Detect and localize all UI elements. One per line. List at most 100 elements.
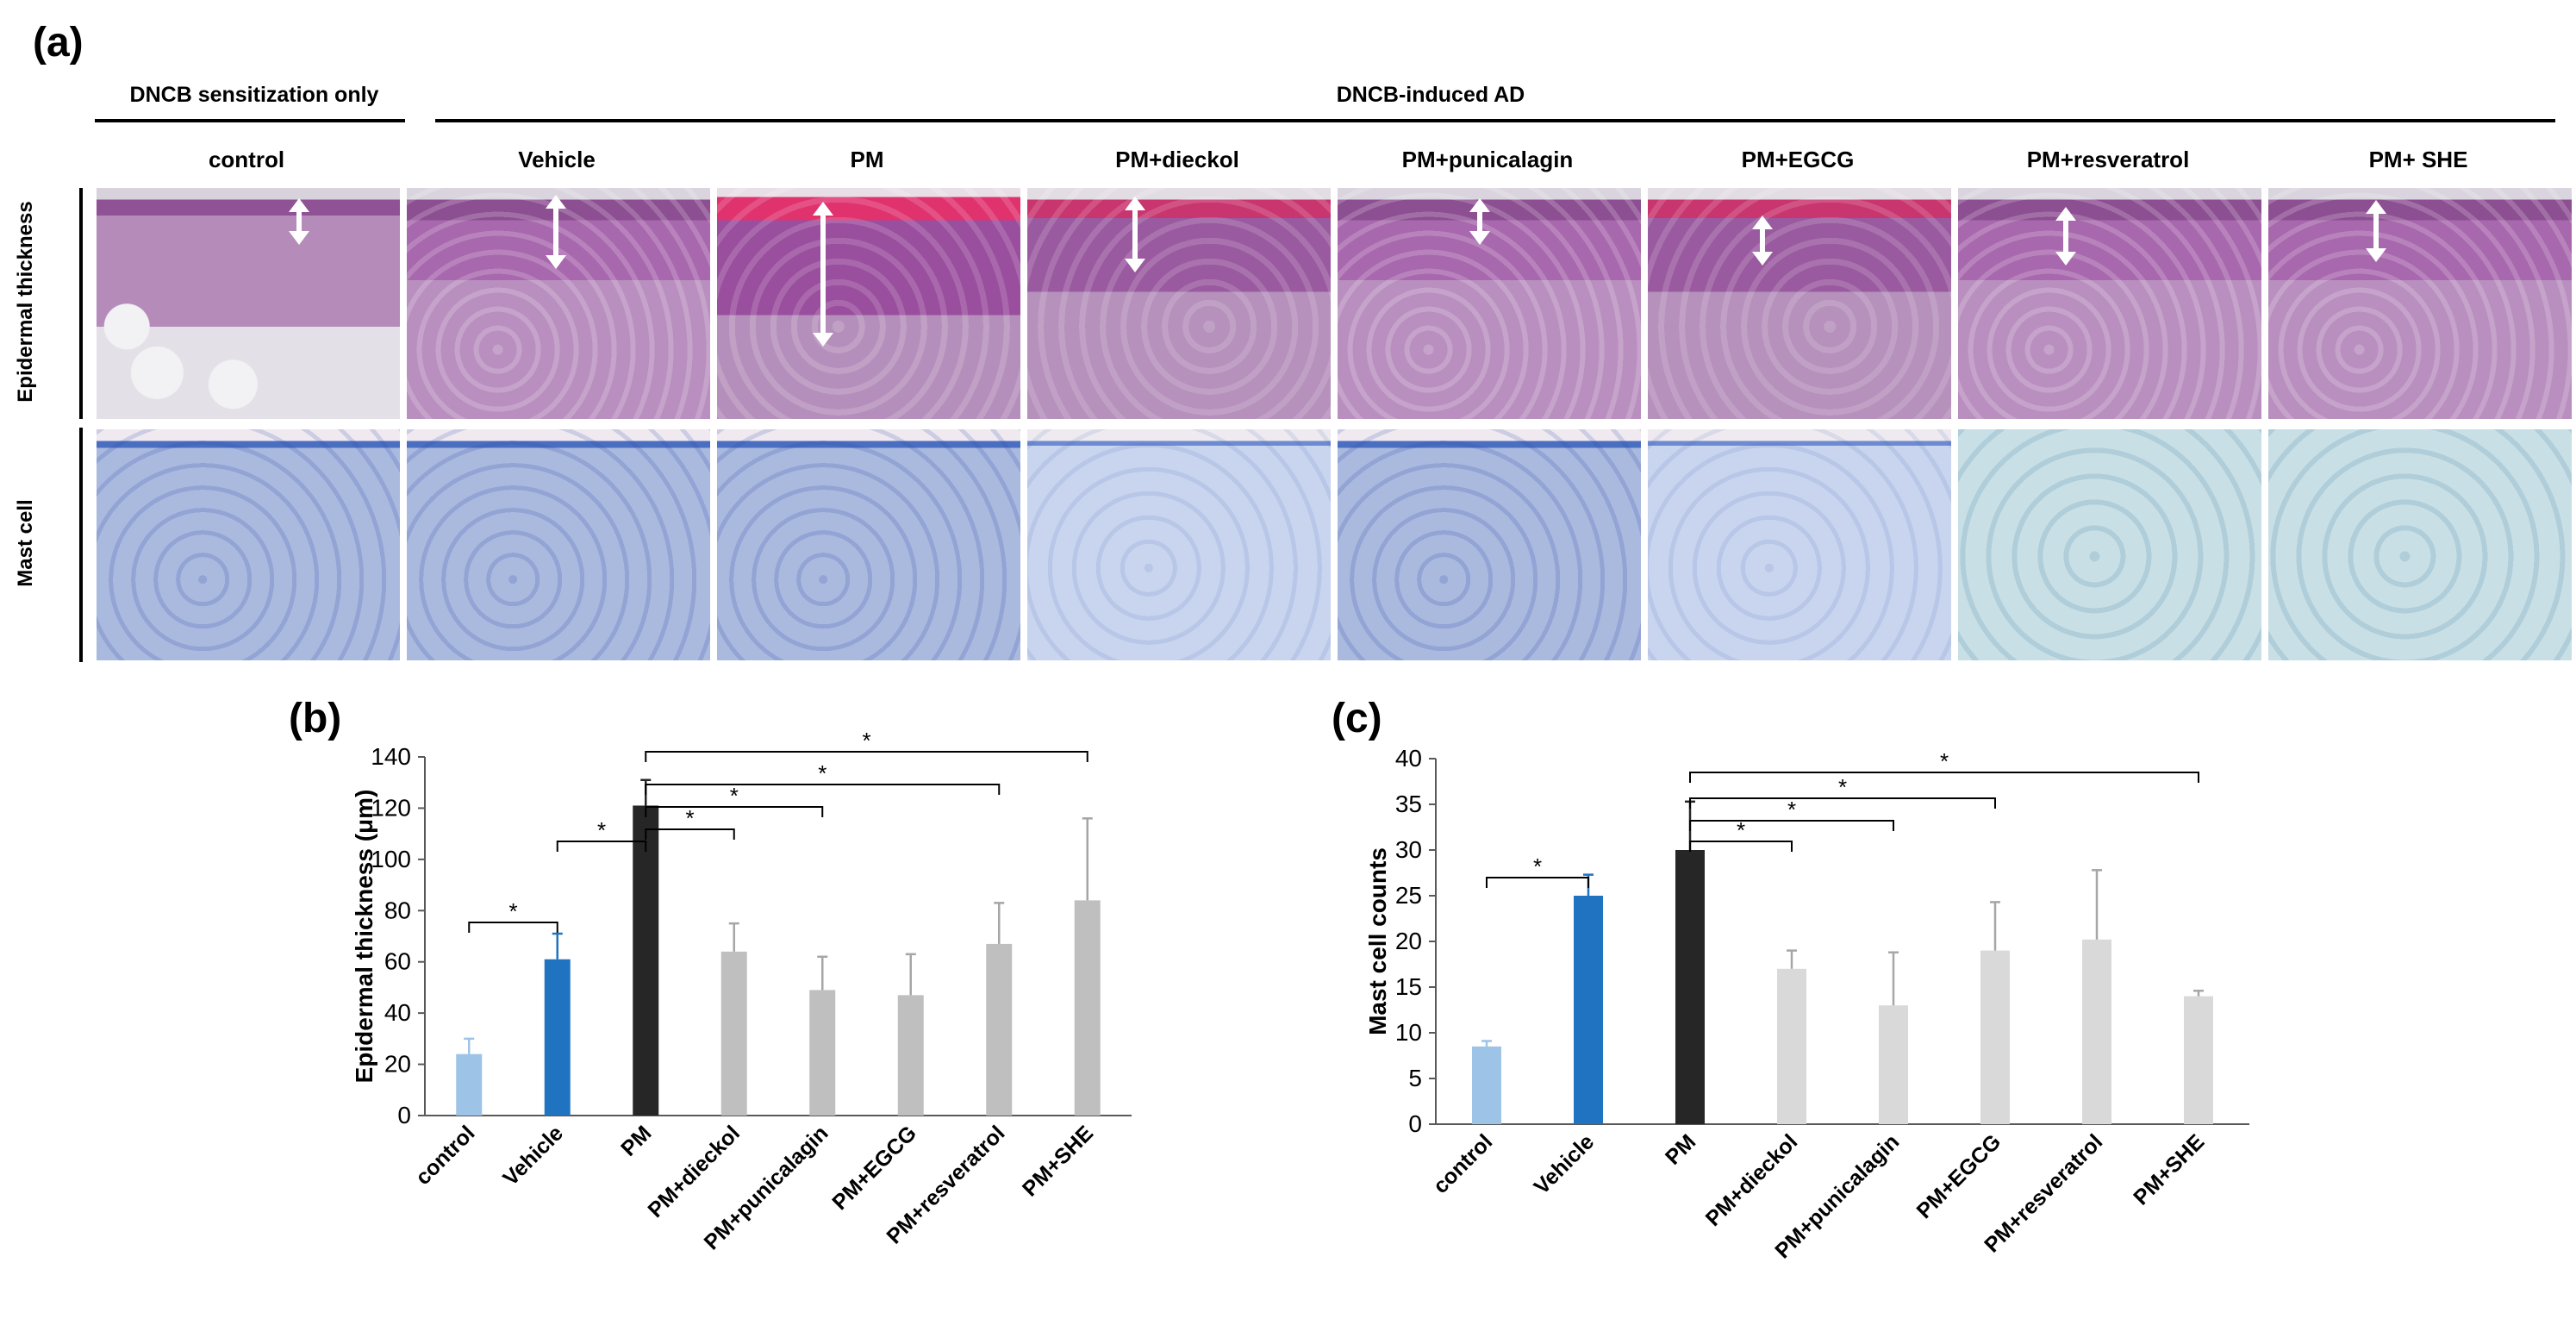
- micrograph-he-pm-she: [2268, 188, 2572, 419]
- bar: [633, 805, 659, 1116]
- significance-bracket: [1689, 772, 2199, 783]
- row-title-epidermal: Epidermal thickness: [14, 201, 37, 403]
- y-tick-label: 140: [371, 743, 411, 770]
- group-line-sensitization: [95, 119, 405, 122]
- significance-star: *: [1533, 853, 1542, 879]
- micrograph-mast-pm-punicalagin: [1338, 429, 1641, 660]
- significance-bracket: [1689, 841, 1793, 852]
- x-category-label: PM+EGCG: [827, 1121, 921, 1215]
- y-tick-label: 30: [1395, 836, 1422, 863]
- thickness-arrow-icon: [2366, 200, 2386, 262]
- y-tick-label: 25: [1395, 882, 1422, 909]
- y-tick-label: 20: [384, 1051, 411, 1078]
- micrograph-he-pm-dieckol: [1027, 188, 1331, 419]
- col-title-pm-egcg: PM+EGCG: [1741, 147, 1855, 172]
- significance-bracket: [1689, 797, 1996, 809]
- significance-bracket: [556, 841, 647, 852]
- significance-bracket: [645, 806, 824, 817]
- x-category-label: PM+SHE: [1018, 1121, 1098, 1201]
- micrograph-mast-pm: [717, 429, 1020, 660]
- col-title-pm-resveratrol: PM+resveratrol: [2026, 147, 2190, 172]
- bar: [2082, 939, 2111, 1124]
- micrograph-he-pm-punicalagin: [1338, 188, 1641, 419]
- y-tick-label: 40: [384, 999, 411, 1026]
- x-category-label: PM+dieckol: [1701, 1129, 1803, 1231]
- significance-star: *: [1940, 748, 1949, 774]
- micrograph-mast-pm-she: [2268, 429, 2572, 660]
- micrograph-he-pm-egcg: [1648, 188, 1951, 419]
- micrograph-he-vehicle: [407, 188, 710, 419]
- bar: [809, 990, 836, 1116]
- col-title-vehicle: Vehicle: [518, 147, 596, 172]
- bar: [1574, 896, 1603, 1124]
- x-category-label: control: [411, 1121, 480, 1190]
- x-category-label: PM: [616, 1121, 656, 1160]
- y-tick-label: 0: [1408, 1110, 1422, 1137]
- significance-bracket: [1689, 820, 1894, 831]
- significance-bracket: [645, 784, 1001, 795]
- row-title-mast: Mast cell: [14, 499, 37, 587]
- micrograph-mast-pm-dieckol: [1027, 429, 1331, 660]
- x-category-label: PM: [1661, 1129, 1700, 1169]
- thickness-arrow-icon: [2055, 207, 2076, 266]
- thickness-arrow-icon: [1469, 198, 1490, 245]
- significance-star: *: [1787, 797, 1796, 822]
- col-title-pm-she: PM+ SHE: [2368, 147, 2468, 172]
- row-line-epidermal: [79, 188, 83, 419]
- y-axis-title: Mast cell counts: [1364, 847, 1391, 1035]
- bar: [1980, 950, 2010, 1124]
- col-title-control: control: [208, 147, 285, 172]
- y-tick-label: 35: [1395, 791, 1422, 817]
- group-title-sensitization: DNCB sensitization only: [129, 83, 379, 107]
- y-tick-label: 120: [371, 794, 411, 821]
- significance-bracket: [645, 751, 1088, 762]
- significance-star: *: [862, 728, 870, 753]
- panel-c-label: (c): [1332, 696, 1382, 741]
- micrograph-mast-pm-resveratrol: [1958, 429, 2261, 660]
- row-line-mast: [79, 428, 83, 662]
- y-tick-label: 100: [371, 846, 411, 872]
- x-category-label: PM+EGCG: [1912, 1129, 2006, 1223]
- thickness-arrow-icon: [546, 195, 566, 269]
- significance-star: *: [685, 805, 694, 831]
- significance-star: *: [508, 898, 517, 924]
- panel-a-label: (a): [33, 20, 84, 66]
- significance-bracket: [468, 922, 558, 933]
- significance-star: *: [597, 817, 606, 843]
- thickness-arrow-icon: [1752, 216, 1773, 266]
- thickness-arrow-icon: [289, 198, 309, 245]
- bar: [986, 943, 1013, 1116]
- bar: [1472, 1046, 1501, 1124]
- x-category-label: control: [1429, 1129, 1498, 1198]
- bar: [720, 951, 747, 1116]
- panel-b-label: (b): [289, 696, 342, 741]
- x-category-label: PM+SHE: [2129, 1129, 2209, 1210]
- significance-bracket: [1486, 877, 1589, 888]
- y-tick-label: 10: [1395, 1019, 1422, 1046]
- bar: [456, 1053, 483, 1116]
- micrograph-mast-vehicle: [407, 429, 710, 660]
- bar: [1074, 900, 1101, 1116]
- y-tick-label: 40: [1395, 745, 1422, 772]
- col-title-pm: PM: [850, 147, 884, 172]
- micrograph-mast-control: [97, 429, 400, 660]
- micrograph-he-pm: [717, 188, 1020, 419]
- col-title-pm-dieckol: PM+dieckol: [1115, 147, 1239, 172]
- chart-epidermal-thickness: 0 20 40 60 80 100 120 140 Epidermal thickness (μ…: [351, 728, 1132, 1254]
- bar: [897, 995, 924, 1116]
- bar: [1879, 1005, 1908, 1124]
- thickness-arrow-icon: [1125, 197, 1145, 272]
- micrograph-he-control: [97, 188, 400, 419]
- y-tick-label: 80: [384, 897, 411, 923]
- y-axis-title: Epidermal thickness (μm): [351, 790, 377, 1084]
- micrograph-mast-pm-egcg: [1648, 429, 1951, 660]
- group-line-dncb-ad: [435, 119, 2555, 122]
- x-category-label: Vehicle: [498, 1121, 568, 1191]
- thickness-arrow-icon: [813, 202, 833, 347]
- bar: [1777, 968, 1806, 1124]
- group-title-dncb-ad: DNCB-induced AD: [1336, 83, 1525, 107]
- col-title-pm-punicalagin: PM+punicalagin: [1401, 147, 1574, 172]
- y-tick-label: 0: [397, 1102, 411, 1128]
- y-tick-label: 5: [1408, 1065, 1422, 1091]
- significance-star: *: [730, 783, 739, 809]
